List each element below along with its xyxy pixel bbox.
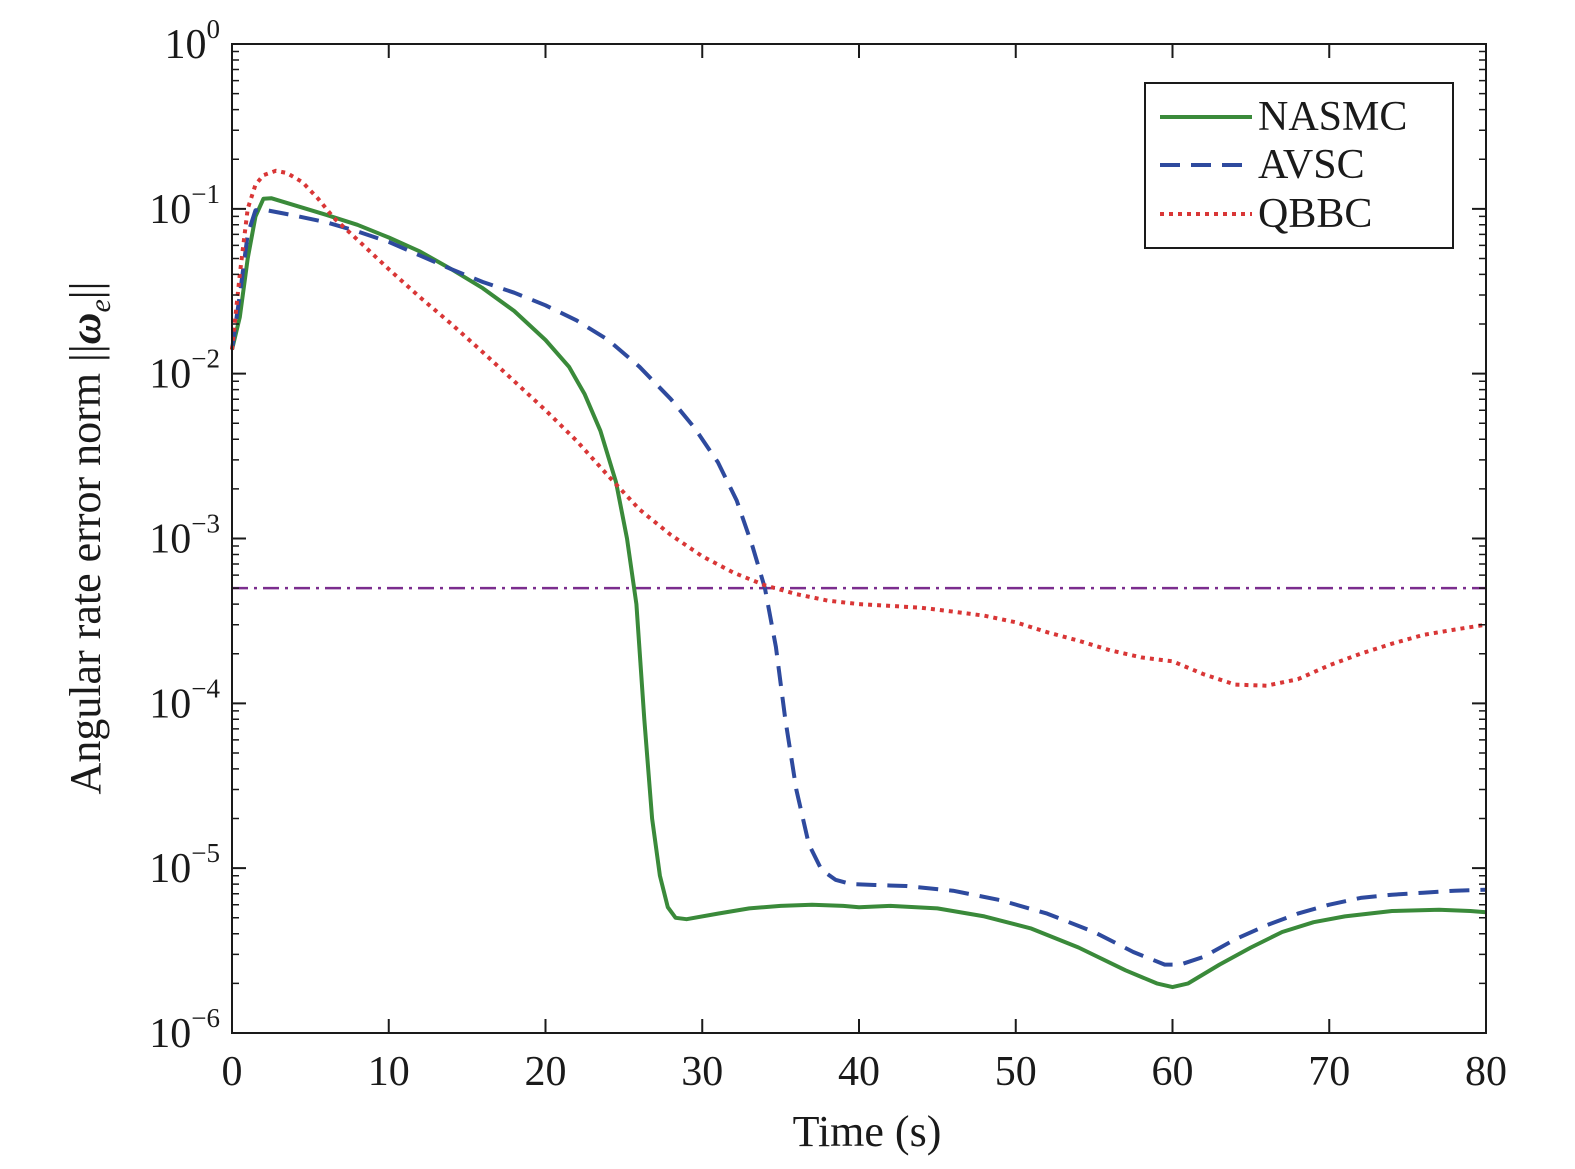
series-layer — [230, 168, 1487, 990]
y-tick-label: 10−4 — [149, 673, 220, 727]
y-axis-title-subscript: e — [84, 299, 117, 312]
x-tick-label: 20 — [525, 1049, 567, 1095]
legend-label-qbbc: QBBC — [1258, 191, 1372, 237]
y-tick-label: 10−5 — [149, 838, 220, 892]
x-tick-label: 30 — [681, 1049, 723, 1095]
y-tick-label: 10−3 — [149, 509, 220, 563]
x-tick-label: 70 — [1308, 1049, 1350, 1095]
y-tick-label: 10−2 — [149, 344, 220, 398]
series-line-avsc — [230, 207, 1487, 967]
x-tick-label: 80 — [1465, 1049, 1507, 1095]
y-tick-label: 100 — [165, 14, 221, 68]
x-tick-labels: 0 10 20 30 40 50 60 70 80 — [222, 1049, 1508, 1095]
x-tick-label: 0 — [222, 1049, 243, 1095]
y-axis-title: Angular rate error norm ||ωe|| — [61, 282, 117, 795]
x-axis-title: Time (s) — [793, 1107, 942, 1156]
y-tick-labels: 100 10−1 10−2 10−3 10−4 10−5 10−6 — [149, 14, 220, 1057]
y-axis-title-prefix: Angular rate error norm || — [61, 344, 110, 794]
x-tick-label: 10 — [368, 1049, 410, 1095]
y-tick-label: 10−6 — [149, 1003, 220, 1057]
legend-label-avsc: AVSC — [1258, 142, 1365, 188]
ticks-layer — [231, 43, 1487, 1034]
series-line-qbbc — [230, 168, 1487, 688]
x-tick-label: 60 — [1152, 1049, 1194, 1095]
y-axis-title-suffix: || — [61, 282, 110, 300]
legend: NASMC AVSC QBBC — [1144, 82, 1454, 249]
y-axis-title-symbol: ω — [61, 313, 110, 345]
y-tick-label: 10−1 — [149, 179, 220, 233]
legend-label-nasmc: NASMC — [1258, 94, 1407, 140]
x-tick-label: 40 — [838, 1049, 880, 1095]
series-line-nasmc — [230, 196, 1487, 990]
x-tick-label: 50 — [995, 1049, 1037, 1095]
